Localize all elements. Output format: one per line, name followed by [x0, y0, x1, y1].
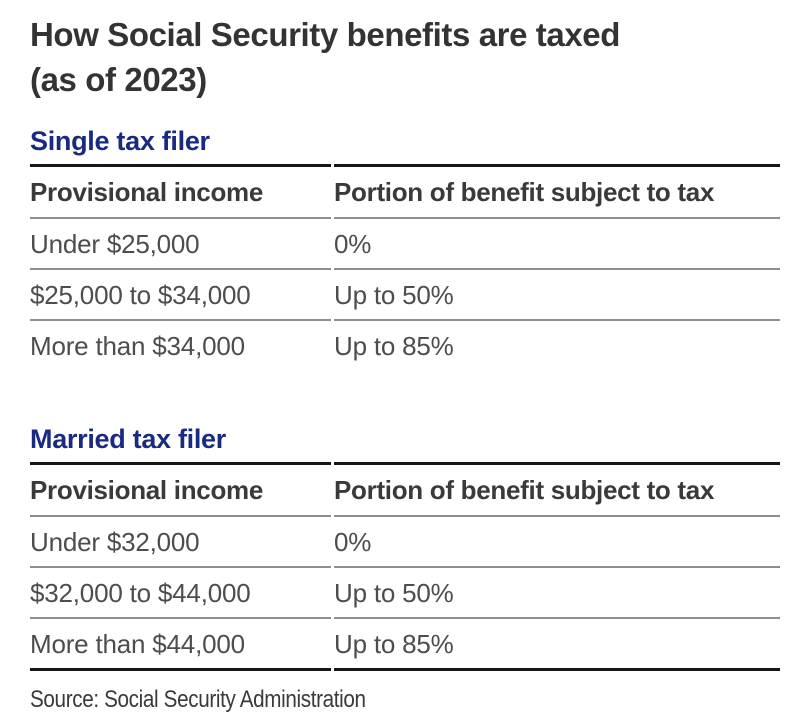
- married-filer-table: Provisional income Portion of benefit su…: [27, 462, 783, 671]
- married-table-row-3: More than $44,000 Up to 85%: [30, 619, 780, 671]
- single-filer-table: Provisional income Portion of benefit su…: [27, 164, 783, 370]
- single-income-cell-1: Under $25,000: [30, 219, 331, 270]
- married-income-cell-3: More than $44,000: [30, 619, 331, 671]
- single-portion-cell-3: Up to 85%: [334, 331, 454, 361]
- married-table-row-2: $32,000 to $44,000 Up to 50%: [30, 568, 780, 619]
- married-filer-heading: Married tax filer: [30, 424, 226, 454]
- figure-title-line-2: (as of 2023): [30, 61, 207, 98]
- single-portion-cell-2: Up to 50%: [334, 270, 780, 321]
- married-portion-cell-2: Up to 50%: [334, 568, 780, 619]
- single-header-row: Provisional income Portion of benefit su…: [30, 164, 780, 219]
- single-filer-heading: Single tax filer: [30, 126, 210, 156]
- single-table-row-1: Under $25,000 0%: [30, 219, 780, 270]
- married-col-header-portion-subject-to-tax: Portion of benefit subject to tax: [334, 462, 780, 517]
- single-col-header-provisional-income: Provisional income: [30, 164, 331, 219]
- single-filer-section: Single tax filer Provisional income Port…: [30, 127, 783, 370]
- single-income-cell-3: More than $34,000: [30, 331, 245, 361]
- married-header-row: Provisional income Portion of benefit su…: [30, 462, 780, 517]
- single-income-cell-2: $25,000 to $34,000: [30, 270, 331, 321]
- single-table-row-3: More than $34,000 Up to 85%: [30, 321, 780, 370]
- married-col-header-provisional-income: Provisional income: [30, 462, 331, 517]
- married-income-cell-2: $32,000 to $44,000: [30, 568, 331, 619]
- married-filer-section: Married tax filer Provisional income Por…: [30, 425, 783, 671]
- married-table-row-1: Under $32,000 0%: [30, 517, 780, 568]
- married-portion-cell-3: Up to 85%: [334, 619, 780, 671]
- source-note: Source: Social Security Administration: [30, 686, 366, 713]
- married-income-cell-1: Under $32,000: [30, 517, 331, 568]
- figure-title-line-1: How Social Security benefits are taxed: [30, 16, 621, 53]
- married-portion-cell-1: 0%: [334, 517, 780, 568]
- single-portion-cell-1: 0%: [334, 219, 780, 270]
- single-table-row-2: $25,000 to $34,000 Up to 50%: [30, 270, 780, 321]
- single-col-header-portion-subject-to-tax: Portion of benefit subject to tax: [334, 164, 780, 219]
- figure-title: How Social Security benefits are taxed (…: [30, 12, 783, 102]
